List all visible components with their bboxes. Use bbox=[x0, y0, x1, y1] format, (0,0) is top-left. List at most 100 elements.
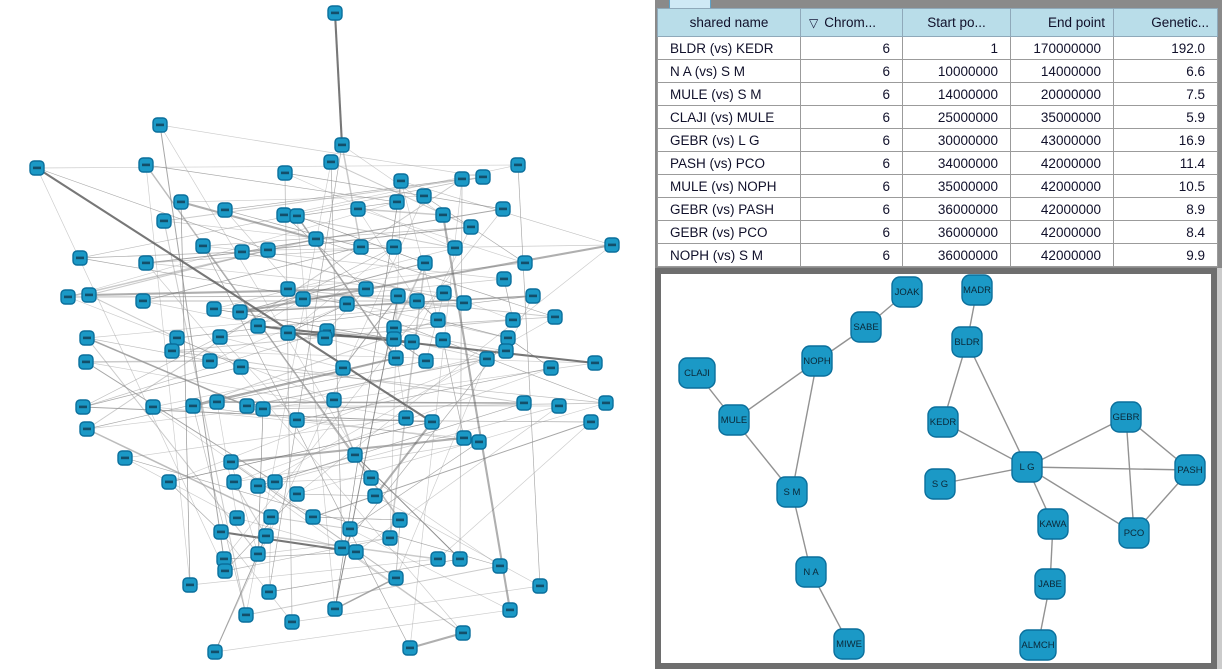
network-node[interactable] bbox=[516, 395, 532, 411]
network-node[interactable] bbox=[334, 137, 350, 153]
network-node[interactable] bbox=[382, 530, 398, 546]
network-node[interactable] bbox=[213, 524, 229, 540]
table-cell[interactable]: 10000000 bbox=[902, 59, 1011, 83]
network-node[interactable] bbox=[492, 558, 508, 574]
network-node[interactable] bbox=[475, 169, 491, 185]
network-node[interactable] bbox=[393, 173, 409, 189]
table-cell[interactable]: 36000000 bbox=[902, 197, 1011, 221]
column-header-4[interactable]: Genetic... bbox=[1113, 8, 1218, 37]
network-node[interactable] bbox=[532, 578, 548, 594]
network-node[interactable]: MIWE bbox=[833, 628, 865, 660]
network-node[interactable] bbox=[223, 454, 239, 470]
table-cell[interactable]: 36000000 bbox=[902, 220, 1011, 244]
table-row[interactable]: N A (vs) S M 6 10000000 14000000 6.6 bbox=[657, 59, 1218, 83]
network-node[interactable] bbox=[238, 607, 254, 623]
network-node[interactable] bbox=[295, 291, 311, 307]
network-node[interactable] bbox=[358, 281, 374, 297]
network-node[interactable] bbox=[517, 255, 533, 271]
column-header-3[interactable]: End point bbox=[1010, 8, 1114, 37]
network-node[interactable]: PASH bbox=[1174, 454, 1206, 486]
network-node[interactable] bbox=[335, 360, 351, 376]
network-node[interactable] bbox=[233, 359, 249, 375]
network-node[interactable]: GEBR bbox=[1110, 401, 1142, 433]
network-node[interactable] bbox=[347, 447, 363, 463]
table-row[interactable]: MULE (vs) NOPH 6 35000000 42000000 10.5 bbox=[657, 174, 1218, 198]
table-row[interactable]: NOPH (vs) S M 6 36000000 42000000 9.9 bbox=[657, 243, 1218, 267]
network-node[interactable] bbox=[250, 478, 266, 494]
network-node[interactable] bbox=[60, 289, 76, 305]
table-row[interactable]: GEBR (vs) L G 6 30000000 43000000 16.9 bbox=[657, 128, 1218, 152]
network-node[interactable] bbox=[547, 309, 563, 325]
network-node[interactable] bbox=[182, 577, 198, 593]
overview-network-canvas[interactable] bbox=[0, 0, 655, 669]
network-node[interactable] bbox=[363, 470, 379, 486]
network-node[interactable]: SABE bbox=[850, 311, 882, 343]
table-cell[interactable]: MULE (vs) NOPH bbox=[657, 174, 801, 198]
table-cell[interactable]: 20000000 bbox=[1010, 82, 1114, 106]
network-node[interactable] bbox=[496, 271, 512, 287]
table-cell[interactable]: 43000000 bbox=[1010, 128, 1114, 152]
network-node[interactable] bbox=[161, 474, 177, 490]
network-node[interactable]: NOPH bbox=[801, 345, 833, 377]
network-node[interactable] bbox=[81, 287, 97, 303]
network-node[interactable] bbox=[234, 244, 250, 260]
network-node[interactable] bbox=[138, 157, 154, 173]
filtered-network-canvas[interactable]: JOAK MADR SABE BLDR NOPH CLAJI MULE KEDR GEBR L G… bbox=[661, 274, 1211, 663]
table-cell[interactable]: 6 bbox=[800, 151, 903, 175]
network-node[interactable]: MADR bbox=[961, 274, 993, 306]
network-node[interactable] bbox=[308, 231, 324, 247]
network-node[interactable]: CLAJI bbox=[678, 357, 716, 389]
table-cell[interactable]: 42000000 bbox=[1010, 220, 1114, 244]
network-node[interactable] bbox=[289, 486, 305, 502]
network-node[interactable] bbox=[348, 544, 364, 560]
table-cell[interactable]: 42000000 bbox=[1010, 197, 1114, 221]
network-node[interactable] bbox=[334, 540, 350, 556]
network-node[interactable]: S M bbox=[776, 476, 808, 508]
network-node[interactable] bbox=[263, 509, 279, 525]
network-node[interactable] bbox=[79, 330, 95, 346]
table-cell[interactable]: 36000000 bbox=[902, 243, 1011, 267]
table-cell[interactable]: 6.6 bbox=[1113, 59, 1218, 83]
table-cell[interactable]: 9.9 bbox=[1113, 243, 1218, 267]
table-row[interactable]: GEBR (vs) PASH 6 36000000 42000000 8.9 bbox=[657, 197, 1218, 221]
network-node[interactable] bbox=[173, 194, 189, 210]
table-cell[interactable]: GEBR (vs) PASH bbox=[657, 197, 801, 221]
network-node[interactable] bbox=[436, 285, 452, 301]
network-node[interactable] bbox=[388, 350, 404, 366]
table-cell[interactable]: 30000000 bbox=[902, 128, 1011, 152]
network-node[interactable]: JABE bbox=[1034, 568, 1066, 600]
network-node[interactable] bbox=[417, 255, 433, 271]
network-node[interactable] bbox=[289, 208, 305, 224]
table-cell[interactable]: 8.4 bbox=[1113, 220, 1218, 244]
network-node[interactable] bbox=[392, 512, 408, 528]
table-cell[interactable]: 10.5 bbox=[1113, 174, 1218, 198]
table-cell[interactable]: 14000000 bbox=[902, 82, 1011, 106]
attribute-table[interactable]: shared name ▽ Chrom... Start po... End point… bbox=[657, 8, 1218, 267]
table-cell[interactable]: 11.4 bbox=[1113, 151, 1218, 175]
network-node[interactable] bbox=[239, 398, 255, 414]
network-node[interactable] bbox=[261, 584, 277, 600]
table-cell[interactable]: NOPH (vs) S M bbox=[657, 243, 801, 267]
network-node[interactable] bbox=[267, 474, 283, 490]
network-node[interactable] bbox=[169, 330, 185, 346]
network-node[interactable] bbox=[430, 551, 446, 567]
network-node[interactable] bbox=[260, 242, 276, 258]
network-node[interactable] bbox=[75, 399, 91, 415]
network-node[interactable] bbox=[78, 354, 94, 370]
network-node[interactable] bbox=[117, 450, 133, 466]
network-node[interactable] bbox=[447, 240, 463, 256]
network-node[interactable] bbox=[505, 312, 521, 328]
table-cell[interactable]: 25000000 bbox=[902, 105, 1011, 129]
table-cell[interactable]: 6 bbox=[800, 59, 903, 83]
network-node[interactable] bbox=[258, 528, 274, 544]
network-node[interactable]: BLDR bbox=[951, 326, 983, 358]
network-node[interactable]: JOAK bbox=[891, 276, 923, 308]
table-cell[interactable]: 8.9 bbox=[1113, 197, 1218, 221]
network-node[interactable] bbox=[276, 207, 292, 223]
network-node[interactable] bbox=[79, 421, 95, 437]
network-node[interactable] bbox=[543, 360, 559, 376]
network-node[interactable] bbox=[289, 412, 305, 428]
network-node[interactable] bbox=[327, 5, 343, 21]
network-node[interactable] bbox=[435, 332, 451, 348]
table-cell[interactable]: 42000000 bbox=[1010, 174, 1114, 198]
